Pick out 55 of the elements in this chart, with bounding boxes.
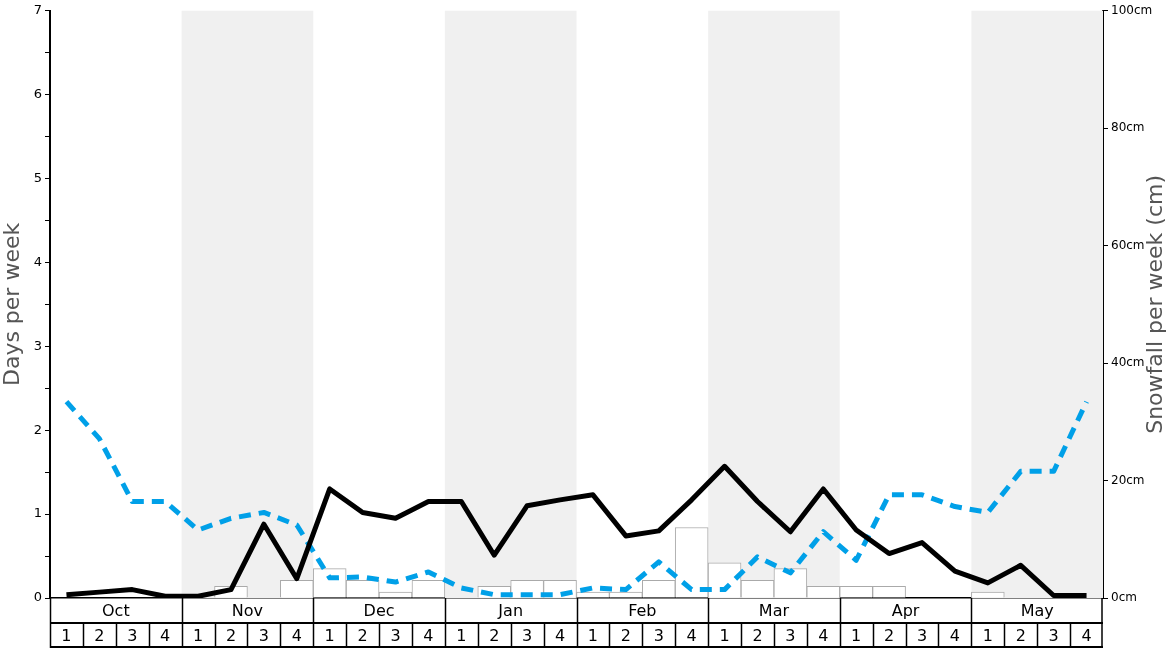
x-tick-label: 4 bbox=[291, 625, 302, 645]
x-tick-label: 1 bbox=[982, 625, 993, 645]
x-tick-label: 4 bbox=[554, 625, 566, 645]
x-tick-label: 4 bbox=[160, 625, 171, 645]
y2-tick-label: 40cm bbox=[1111, 355, 1145, 370]
y2-tick-label: 80cm bbox=[1111, 120, 1145, 135]
x-tick-label: 2 bbox=[489, 625, 500, 645]
text: Feb bbox=[628, 600, 657, 620]
x-tick-label: 3 bbox=[785, 625, 796, 645]
y-tick-label: 5 bbox=[33, 169, 42, 185]
y2-tick-label: 0cm bbox=[1111, 590, 1137, 605]
x-tick-label: 3 bbox=[127, 625, 138, 645]
y-tick-label: 1 bbox=[33, 505, 42, 521]
x-tick-label: 3 bbox=[916, 625, 928, 645]
text: Oct bbox=[101, 600, 130, 620]
x-tick-label: 1 bbox=[456, 625, 467, 645]
x-tick-label: 4 bbox=[818, 625, 829, 645]
x-tick-label: 3 bbox=[390, 625, 401, 645]
x-tick-label: 3 bbox=[653, 625, 664, 645]
x-tick-label: 1 bbox=[851, 625, 862, 645]
text: Apr bbox=[891, 600, 920, 620]
y-axis-title: Days per week bbox=[0, 222, 24, 387]
x-tick-label: 4 bbox=[423, 625, 434, 645]
x-tick-label: 3 bbox=[258, 625, 269, 645]
y-tick-label: 2 bbox=[33, 421, 42, 437]
x-tick-label: 1 bbox=[61, 625, 72, 645]
text: Jan bbox=[497, 600, 524, 620]
x-tick-label: 2 bbox=[225, 625, 237, 645]
x-tick-label: 3 bbox=[1048, 625, 1059, 645]
x-tick-label: 2 bbox=[94, 625, 105, 645]
text: Dec bbox=[363, 600, 395, 620]
text: Mar bbox=[758, 600, 790, 620]
text: Nov bbox=[231, 600, 264, 620]
y2-tick-label: 100cm bbox=[1111, 2, 1153, 17]
x-tick-label: 4 bbox=[1081, 625, 1092, 645]
x-tick-label: 2 bbox=[620, 625, 631, 645]
y-tick-label: 4 bbox=[33, 253, 42, 269]
y2-tick-label: 20cm bbox=[1111, 472, 1145, 487]
x-tick-label: 2 bbox=[357, 625, 368, 645]
x-tick-label: 1 bbox=[324, 625, 335, 645]
y-tick-label: 0 bbox=[33, 589, 42, 605]
x-tick-label: 2 bbox=[884, 625, 895, 645]
x-tick-label: 4 bbox=[949, 625, 961, 645]
x-tick-label: 2 bbox=[1015, 625, 1026, 645]
y-tick-label: 3 bbox=[33, 337, 42, 353]
text: May bbox=[1020, 600, 1054, 620]
x-tick-label: 1 bbox=[192, 625, 204, 645]
x-tick-label: 1 bbox=[587, 625, 599, 645]
x-tick-label: 3 bbox=[522, 625, 533, 645]
x-tick-label: 4 bbox=[686, 625, 697, 645]
y-tick-label: 6 bbox=[33, 86, 42, 102]
y-tick-label: 7 bbox=[33, 2, 42, 18]
x-tick-label: 1 bbox=[719, 625, 730, 645]
x-tick-label: 2 bbox=[752, 625, 763, 645]
y2-tick-label: 60cm bbox=[1111, 237, 1145, 252]
